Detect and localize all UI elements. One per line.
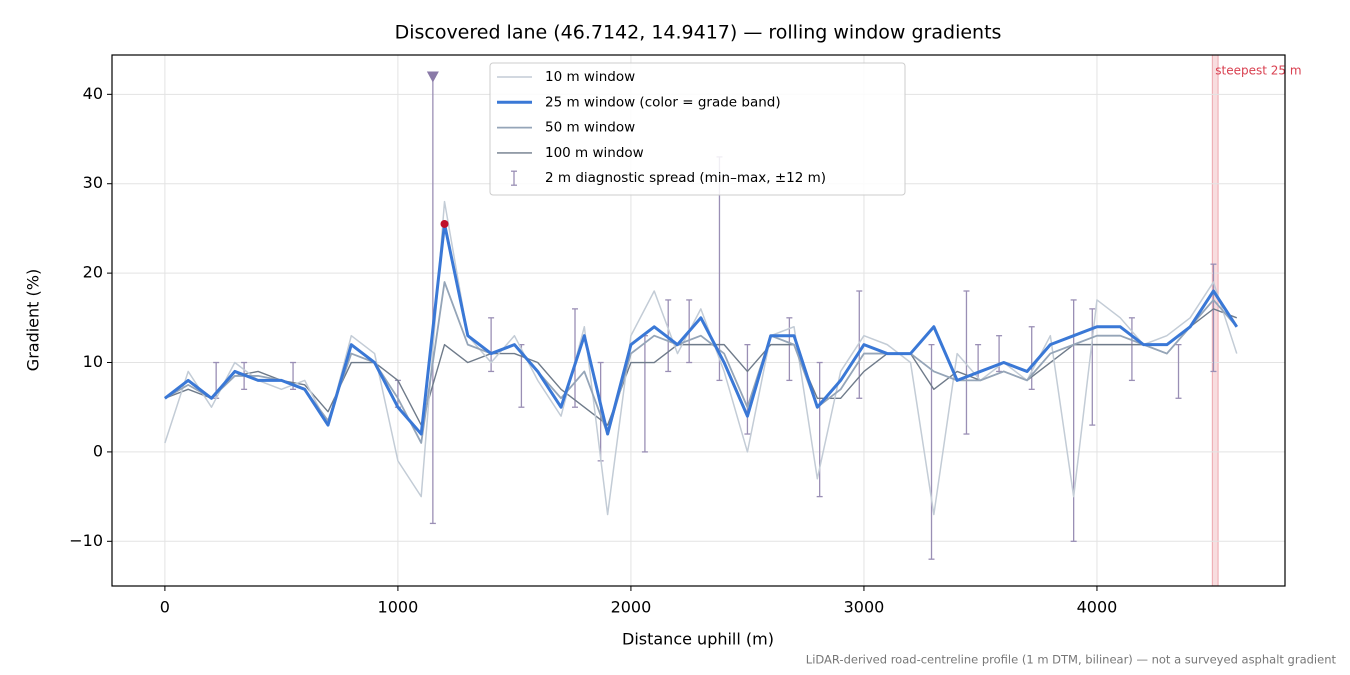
- chart-title: Discovered lane (46.7142, 14.9417) — rol…: [395, 22, 1002, 44]
- x-tick-label: 0: [160, 598, 170, 617]
- error-bar: [928, 343, 935, 560]
- legend-label: 25 m window (color = grade band): [545, 94, 781, 110]
- steepest-label: steepest 25 m: [1215, 64, 1301, 78]
- x-tick-label: 4000: [1077, 598, 1118, 617]
- y-tick-label: 30: [83, 173, 103, 192]
- x-tick-label: 3000: [844, 598, 885, 617]
- error-bar: [488, 317, 495, 373]
- error-bar: [1128, 317, 1135, 382]
- error-bar: [963, 290, 970, 435]
- x-tick-label: 2000: [611, 598, 652, 617]
- plot-frame: [111, 54, 1286, 587]
- y-tick-label: 10: [83, 352, 103, 371]
- peak-marker: [426, 71, 439, 83]
- legend-label: 2 m diagnostic spread (min–max, ±12 m): [545, 170, 826, 186]
- error-bar: [744, 343, 751, 435]
- error-bar: [1175, 343, 1182, 399]
- y-tick-label: −10: [69, 531, 103, 550]
- legend-label: 50 m window: [545, 120, 635, 136]
- error-bar: [816, 361, 823, 498]
- series-line: [163, 222, 1239, 436]
- error-bar: [856, 290, 863, 399]
- footnote: LiDAR-derived road-centreline profile (1…: [806, 653, 1337, 667]
- series-line: [164, 200, 1238, 516]
- series-line: [164, 308, 1238, 426]
- x-tick-label: 1000: [378, 598, 419, 617]
- y-tick-label: 40: [83, 84, 103, 103]
- error-bar: [572, 308, 579, 408]
- error-bar: [1028, 326, 1035, 390]
- grade-band-point: [440, 219, 449, 228]
- y-tick-label: 0: [93, 441, 103, 460]
- x-axis-label: Distance uphill (m): [622, 630, 774, 649]
- y-tick-label: 20: [83, 263, 103, 282]
- legend-label: 10 m window: [545, 69, 635, 85]
- legend-box: [489, 62, 906, 196]
- error-bar: [641, 335, 648, 453]
- legend-swatch: [511, 170, 517, 186]
- error-bar: [1070, 299, 1077, 542]
- y-axis-label: Gradient (%): [24, 269, 43, 371]
- legend-label: 100 m window: [545, 145, 644, 161]
